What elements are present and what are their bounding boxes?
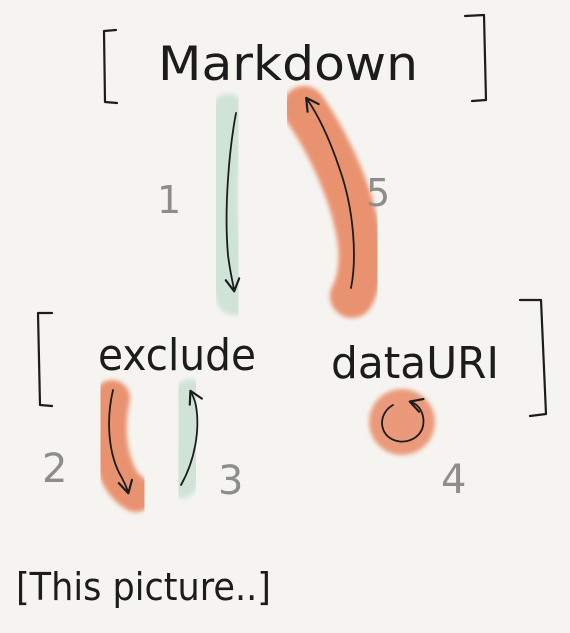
markdown-left-bracket [102,28,119,105]
step-5-arrow [305,96,355,289]
middle-left-bracket [36,311,54,408]
markdown-group: Markdown [102,13,488,105]
exclude-label: exclude [98,330,256,381]
middle-group: exclude dataURI [36,298,548,418]
step-2-flow: 2 [42,380,154,512]
step-1-flow: 1 [157,94,252,315]
step-1-arrow [224,112,241,293]
footer-text: [This picture..] [16,565,271,609]
footer-note: [This picture..] [16,565,271,609]
step-3-number: 3 [218,458,243,504]
step-1-number: 1 [157,178,181,222]
datauri-label: dataURI [331,338,499,389]
middle-right-bracket [518,298,548,418]
step-3-highlight [166,379,209,498]
step-3-flow: 3 [166,379,243,504]
step-4-highlight [369,389,435,455]
step-2-number: 2 [42,446,67,492]
step-3-arrow [180,389,203,486]
step-5-highlight [282,86,383,318]
step-5-flow: 5 [282,86,390,318]
step-4-number: 4 [441,457,466,503]
markdown-label: Markdown [158,37,418,92]
markdown-right-bracket [463,13,488,103]
step-4-flow: 4 [369,389,466,503]
step-2-arrow [108,389,134,495]
step-5-number: 5 [366,171,390,215]
step-4-arrow [381,397,425,443]
